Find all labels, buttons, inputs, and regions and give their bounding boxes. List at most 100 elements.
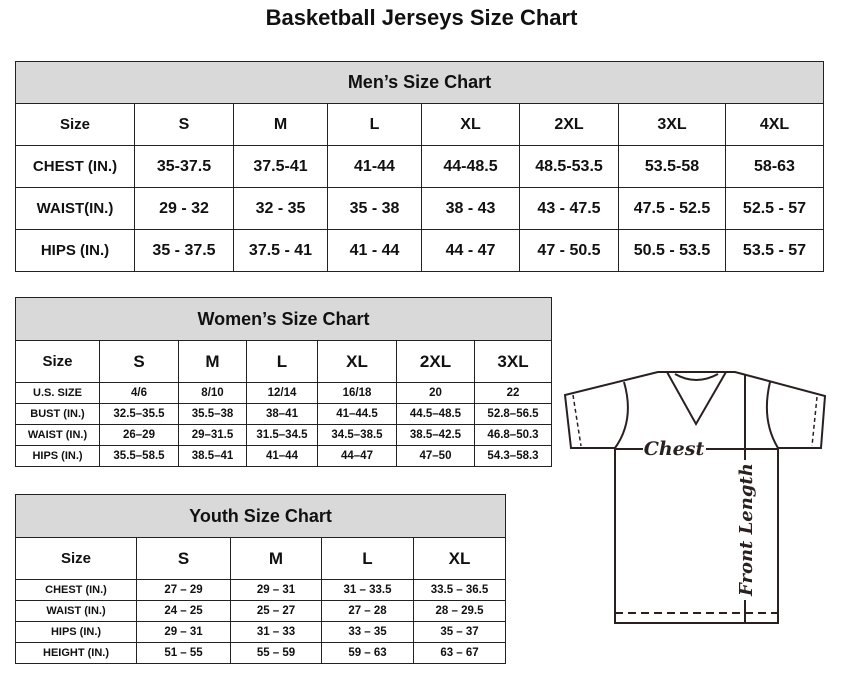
table-cell: 38.5–41 <box>178 445 247 467</box>
table-row: CHEST (IN.) 27 – 29 29 – 31 31 – 33.5 33.5 –… <box>15 579 507 601</box>
table-row: WAIST(IN.) 29 - 32 32 - 35 35 - 38 38 - 43 43… <box>15 187 824 230</box>
row-label: HIPS (IN.) <box>15 621 137 643</box>
table-cell: 38 - 43 <box>421 187 520 230</box>
youth-table-title: Youth Size Chart <box>14 494 507 538</box>
table-cell: 29 - 32 <box>134 187 234 230</box>
womens-size-table: Women’s Size Chart Size S M L XL 2XL 3XL U.S. S… <box>14 297 553 467</box>
table-cell: 53.5-58 <box>618 145 726 188</box>
table-row: HIPS (IN.) 35 - 37.5 37.5 - 41 41 - 44 44 - … <box>15 229 824 272</box>
youth-size-header-row: Size S M L XL <box>15 537 507 580</box>
table-cell: 31 – 33.5 <box>321 579 414 601</box>
table-cell: XL <box>317 340 397 383</box>
table-cell: 2XL <box>396 340 475 383</box>
table-cell: 41-44 <box>327 145 422 188</box>
table-cell: 38.5–42.5 <box>396 424 475 446</box>
table-cell: 63 – 67 <box>412 642 507 664</box>
table-cell: 50.5 - 53.5 <box>618 229 726 272</box>
table-cell: 54.3–58.3 <box>473 445 553 467</box>
table-cell: 34.5–38.5 <box>317 424 397 446</box>
table-cell: 4/6 <box>99 382 179 404</box>
table-cell: 25 – 27 <box>230 600 322 622</box>
row-label: WAIST (IN.) <box>15 600 137 622</box>
table-cell: 24 – 25 <box>136 600 231 622</box>
table-row: U.S. SIZE 4/6 8/10 12/14 16/18 20 22 <box>15 382 553 404</box>
table-cell: S <box>99 340 179 383</box>
table-cell: 41–44 <box>246 445 318 467</box>
table-cell: 35.5–58.5 <box>99 445 179 467</box>
table-cell: 31.5–34.5 <box>246 424 318 446</box>
table-cell: 3XL <box>618 103 726 146</box>
table-cell: 12/14 <box>246 382 318 404</box>
jersey-outline <box>563 371 827 624</box>
table-row: HEIGHT (IN.) 51 – 55 55 – 59 59 – 63 63 – 67 <box>15 642 507 664</box>
table-cell: 47–50 <box>396 445 475 467</box>
row-label: CHEST (IN.) <box>15 579 137 601</box>
mens-table-title: Men’s Size Chart <box>15 61 824 104</box>
table-cell: 44–47 <box>317 445 397 467</box>
table-cell: 37.5 - 41 <box>233 229 328 272</box>
table-cell: 44 - 47 <box>421 229 520 272</box>
table-cell: 52.5 - 57 <box>725 187 824 230</box>
table-cell: S <box>134 103 234 146</box>
table-cell: 47.5 - 52.5 <box>618 187 726 230</box>
table-cell: 27 – 28 <box>321 600 414 622</box>
table-cell: M <box>230 537 322 580</box>
table-cell: 27 – 29 <box>136 579 231 601</box>
row-label: HIPS (IN.) <box>15 229 135 272</box>
table-cell: 41–44.5 <box>317 403 397 425</box>
jersey-measurement-diagram: Chest Front Length <box>563 371 827 624</box>
table-cell: 31 – 33 <box>230 621 322 643</box>
table-row: WAIST (IN.) 24 – 25 25 – 27 27 – 28 28 – 29.… <box>15 600 507 622</box>
table-cell: 16/18 <box>317 382 397 404</box>
table-cell: 35.5–38 <box>178 403 247 425</box>
row-label: CHEST (IN.) <box>15 145 135 188</box>
row-label: Size <box>15 103 135 146</box>
page-title: Basketball Jerseys Size Chart <box>265 5 578 30</box>
table-cell: 33 – 35 <box>321 621 414 643</box>
table-cell: M <box>178 340 247 383</box>
table-cell: 33.5 – 36.5 <box>412 579 507 601</box>
table-cell: 43 - 47.5 <box>519 187 619 230</box>
table-cell: 59 – 63 <box>321 642 414 664</box>
table-cell: 38–41 <box>246 403 318 425</box>
table-cell: L <box>321 537 414 580</box>
table-cell: 58-63 <box>725 145 824 188</box>
womens-table-title: Women’s Size Chart <box>14 297 553 341</box>
table-cell: 35 - 37.5 <box>134 229 234 272</box>
table-cell: 35 - 38 <box>327 187 422 230</box>
table-cell: 51 – 55 <box>136 642 231 664</box>
row-label: HEIGHT (IN.) <box>15 642 137 664</box>
table-cell: 32 - 35 <box>233 187 328 230</box>
row-label: BUST (IN.) <box>15 403 100 425</box>
table-cell: 3XL <box>473 340 553 383</box>
chest-label: Chest <box>644 438 705 460</box>
table-cell: 28 – 29.5 <box>412 600 507 622</box>
table-cell: 46.8–50.3 <box>473 424 553 446</box>
row-label: Size <box>15 340 100 383</box>
mens-size-header-row: Size S M L XL 2XL 3XL 4XL <box>15 103 824 146</box>
table-row: HIPS (IN.) 35.5–58.5 38.5–41 41–44 44–47 47–5… <box>15 445 553 467</box>
table-cell: 8/10 <box>178 382 247 404</box>
table-cell: 32.5–35.5 <box>99 403 179 425</box>
table-row: WAIST (IN.) 26–29 29–31.5 31.5–34.5 34.5–38.… <box>15 424 553 446</box>
table-cell: 2XL <box>519 103 619 146</box>
table-cell: 20 <box>396 382 475 404</box>
table-cell: 26–29 <box>99 424 179 446</box>
table-cell: 41 - 44 <box>327 229 422 272</box>
table-cell: 4XL <box>725 103 824 146</box>
table-cell: 22 <box>473 382 553 404</box>
table-cell: 52.8–56.5 <box>473 403 553 425</box>
row-label: WAIST (IN.) <box>15 424 100 446</box>
table-cell: 29 – 31 <box>230 579 322 601</box>
table-cell: 53.5 - 57 <box>725 229 824 272</box>
table-cell: 44-48.5 <box>421 145 520 188</box>
row-label: Size <box>15 537 137 580</box>
mens-size-table: Men’s Size Chart Size S M L XL 2XL 3XL 4XL CHEST… <box>15 61 824 272</box>
table-cell: L <box>246 340 318 383</box>
table-cell: L <box>327 103 422 146</box>
row-label: U.S. SIZE <box>15 382 100 404</box>
table-cell: 29 – 31 <box>136 621 231 643</box>
front-length-label: Front Length <box>736 463 757 597</box>
table-cell: 47 - 50.5 <box>519 229 619 272</box>
table-cell: XL <box>412 537 507 580</box>
